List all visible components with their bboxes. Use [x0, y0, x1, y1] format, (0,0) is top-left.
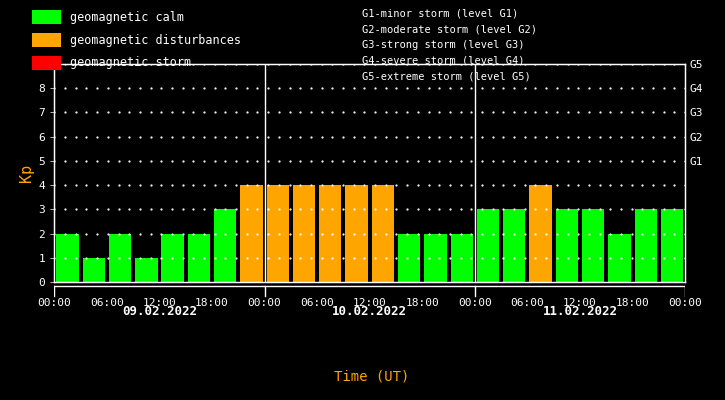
Text: 00:00: 00:00	[248, 298, 281, 308]
Bar	[135, 258, 157, 282]
Bar	[293, 185, 315, 282]
Text: geomagnetic storm: geomagnetic storm	[70, 56, 191, 70]
Text: 00:00: 00:00	[38, 298, 71, 308]
Bar	[162, 234, 184, 282]
Bar	[109, 234, 131, 282]
Text: G5-extreme storm (level G5): G5-extreme storm (level G5)	[362, 72, 531, 82]
Bar	[345, 185, 368, 282]
Text: G2-moderate storm (level G2): G2-moderate storm (level G2)	[362, 24, 537, 34]
Text: 00:00: 00:00	[668, 298, 702, 308]
Bar	[634, 209, 657, 282]
Bar	[319, 185, 341, 282]
Text: 09.02.2022: 09.02.2022	[122, 305, 197, 318]
Text: 12:00: 12:00	[563, 298, 597, 308]
Bar	[32, 10, 61, 24]
Text: 18:00: 18:00	[195, 298, 229, 308]
Bar	[582, 209, 605, 282]
Text: 06:00: 06:00	[300, 298, 334, 308]
Text: 18:00: 18:00	[405, 298, 439, 308]
Bar	[555, 209, 578, 282]
Bar	[424, 234, 447, 282]
Bar	[32, 56, 61, 70]
Text: G4-severe storm (level G4): G4-severe storm (level G4)	[362, 56, 525, 66]
Text: 18:00: 18:00	[616, 298, 650, 308]
Text: geomagnetic disturbances: geomagnetic disturbances	[70, 34, 241, 46]
Bar	[188, 234, 210, 282]
Bar	[267, 185, 289, 282]
Text: 00:00: 00:00	[458, 298, 492, 308]
Bar	[240, 185, 262, 282]
Bar	[214, 209, 236, 282]
Text: 12:00: 12:00	[353, 298, 386, 308]
Bar	[83, 258, 105, 282]
Bar	[57, 234, 79, 282]
Bar	[372, 185, 394, 282]
Text: 10.02.2022: 10.02.2022	[332, 305, 407, 318]
Text: 12:00: 12:00	[143, 298, 176, 308]
Bar	[32, 33, 61, 48]
Text: G3-strong storm (level G3): G3-strong storm (level G3)	[362, 40, 525, 50]
Bar	[450, 234, 473, 282]
Bar	[529, 185, 552, 282]
Text: 11.02.2022: 11.02.2022	[542, 305, 618, 318]
Bar	[477, 209, 500, 282]
Text: 06:00: 06:00	[90, 298, 124, 308]
Text: G1-minor storm (level G1): G1-minor storm (level G1)	[362, 8, 519, 18]
Text: Time (UT): Time (UT)	[334, 370, 409, 384]
Bar	[503, 209, 526, 282]
Bar	[608, 234, 631, 282]
Text: geomagnetic calm: geomagnetic calm	[70, 10, 184, 24]
Bar	[660, 209, 683, 282]
Bar	[398, 234, 420, 282]
Y-axis label: Kp: Kp	[20, 164, 34, 182]
Text: 06:00: 06:00	[510, 298, 544, 308]
